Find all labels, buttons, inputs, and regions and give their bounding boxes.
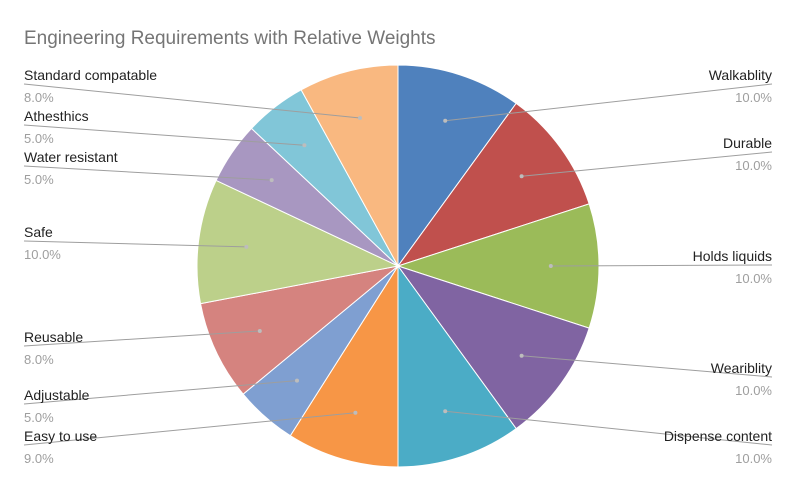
slice-percent-athesthics: 5.0% xyxy=(24,131,54,146)
slice-label-easy-to-use: Easy to use xyxy=(24,428,97,444)
leader-dot-athesthics xyxy=(302,143,306,147)
slice-percent-holds-liquids: 10.0% xyxy=(735,271,772,286)
slice-percent-water-resistant: 5.0% xyxy=(24,172,54,187)
slice-label-safe: Safe xyxy=(24,224,53,240)
leader-dot-safe xyxy=(244,245,248,249)
slice-percent-adjustable: 5.0% xyxy=(24,410,54,425)
slice-label-walkablity: Walkablity xyxy=(709,67,772,83)
leader-dot-standard-compatable xyxy=(358,116,362,120)
slice-label-reusable: Reusable xyxy=(24,329,83,345)
chart-title: Engineering Requirements with Relative W… xyxy=(24,28,436,49)
leader-dot-dispense-content xyxy=(443,409,447,413)
slice-percent-standard-compatable: 8.0% xyxy=(24,90,54,105)
leader-dot-water-resistant xyxy=(270,178,274,182)
slice-percent-weariblity: 10.0% xyxy=(735,383,772,398)
slice-label-water-resistant: Water resistant xyxy=(24,149,118,165)
slice-label-athesthics: Athesthics xyxy=(24,108,89,124)
leader-dot-weariblity xyxy=(520,354,524,358)
leader-dot-easy-to-use xyxy=(353,411,357,415)
slice-percent-walkablity: 10.0% xyxy=(735,90,772,105)
slice-percent-durable: 10.0% xyxy=(735,158,772,173)
leader-dot-adjustable xyxy=(295,379,299,383)
leader-dot-holds-liquids xyxy=(549,264,553,268)
slice-label-holds-liquids: Holds liquids xyxy=(693,248,772,264)
leader-dot-reusable xyxy=(258,329,262,333)
slice-percent-easy-to-use: 9.0% xyxy=(24,451,54,466)
slice-percent-dispense-content: 10.0% xyxy=(735,451,772,466)
slice-percent-safe: 10.0% xyxy=(24,247,61,262)
slice-percent-reusable: 8.0% xyxy=(24,352,54,367)
slice-label-adjustable: Adjustable xyxy=(24,387,90,403)
leader-dot-walkablity xyxy=(443,119,447,123)
leader-dot-durable xyxy=(520,174,524,178)
slice-label-standard-compatable: Standard compatable xyxy=(24,67,157,83)
slice-label-dispense-content: Dispense content xyxy=(664,428,772,444)
slice-label-weariblity: Weariblity xyxy=(711,360,772,376)
pie-slices xyxy=(197,65,599,467)
slice-label-durable: Durable xyxy=(723,135,772,151)
